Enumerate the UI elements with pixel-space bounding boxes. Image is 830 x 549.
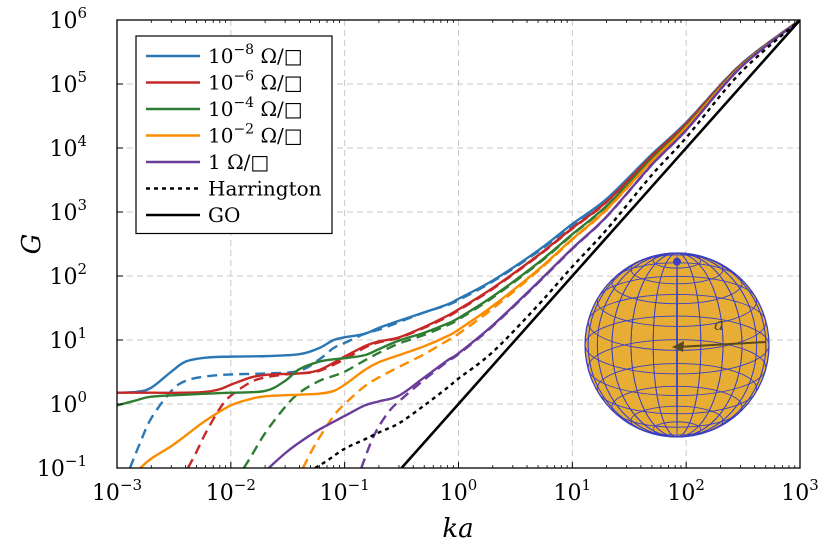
y-tick-label: 101 bbox=[49, 324, 87, 354]
ticks: 10−3 10−2 10−1 100 101 102 10310−1100101102103… bbox=[37, 4, 819, 506]
y-tick-label: 103 bbox=[49, 196, 87, 226]
legend-label: 10−2 Ω/□ bbox=[208, 122, 303, 148]
x-tick-base: 10 bbox=[320, 481, 348, 506]
x-tick-base: 10 bbox=[554, 481, 582, 506]
legend-label-exp: −6 bbox=[233, 69, 254, 85]
legend: 10−8 Ω/□10−6 Ω/□10−4 Ω/□10−2 Ω/□1 Ω/□Har… bbox=[135, 35, 333, 235]
arrow-head-icon bbox=[672, 341, 684, 352]
legend-label-exp: −4 bbox=[233, 95, 254, 111]
legend-label-base: GO bbox=[208, 203, 240, 227]
legend-label-base: 10 bbox=[208, 44, 233, 68]
y-tick-base: 10 bbox=[49, 9, 77, 34]
legend-label-base: 1 bbox=[208, 150, 221, 174]
legend-label-unit: Ω/□ bbox=[254, 44, 303, 68]
legend-label-base: 10 bbox=[208, 124, 233, 148]
legend-label-unit: Ω/□ bbox=[254, 124, 303, 148]
y-tick-exp: 4 bbox=[77, 132, 87, 150]
y-tick-base: 10 bbox=[49, 329, 77, 354]
legend-label: 10−8 Ω/□ bbox=[208, 42, 303, 68]
x-tick-base: 10 bbox=[92, 481, 120, 506]
y-axis-label: G bbox=[17, 234, 47, 255]
series-line-5 bbox=[242, 20, 800, 468]
x-tick-base: 10 bbox=[206, 481, 234, 506]
y-tick-exp: 2 bbox=[77, 260, 87, 278]
x-tick-label: 102 bbox=[667, 476, 705, 506]
y-tick-base: 10 bbox=[37, 457, 65, 482]
y-tick-exp: 5 bbox=[77, 68, 87, 86]
series-line-3 bbox=[186, 20, 800, 468]
sphere-parallel bbox=[596, 363, 758, 415]
y-tick-base: 10 bbox=[49, 73, 77, 98]
y-tick-exp: 6 bbox=[77, 4, 87, 22]
x-tick-exp: −3 bbox=[120, 476, 142, 494]
legend-label-base: 10 bbox=[208, 71, 233, 95]
series-line-7 bbox=[301, 20, 800, 468]
series-line-11 bbox=[400, 20, 800, 468]
x-tick-base: 10 bbox=[781, 481, 809, 506]
legend-label: 10−6 Ω/□ bbox=[208, 69, 303, 95]
x-tick-exp: 2 bbox=[695, 476, 705, 494]
series-lines bbox=[117, 20, 800, 468]
x-tick-exp: 0 bbox=[468, 476, 478, 494]
x-tick-exp: −2 bbox=[234, 476, 256, 494]
legend-label-unit: Ω/□ bbox=[254, 97, 303, 121]
y-tick-base: 10 bbox=[49, 393, 77, 418]
y-tick-label: 102 bbox=[49, 260, 87, 290]
x-tick-base: 10 bbox=[440, 481, 468, 506]
x-tick-label: 10−3 bbox=[92, 476, 142, 506]
legend-label: 10−4 Ω/□ bbox=[208, 95, 303, 121]
x-axis-label: ka bbox=[442, 514, 473, 544]
y-tick-label: 10−1 bbox=[37, 452, 87, 482]
sphere-pole bbox=[673, 257, 681, 266]
x-tick-label: 10−2 bbox=[206, 476, 256, 506]
series-line-4 bbox=[117, 20, 800, 407]
series-line-1 bbox=[128, 20, 800, 468]
x-tick-label: 10−1 bbox=[320, 476, 370, 506]
y-tick-exp: 1 bbox=[77, 324, 87, 342]
x-tick-exp: 3 bbox=[809, 476, 819, 494]
y-tick-exp: 3 bbox=[77, 196, 87, 214]
series-line-10 bbox=[314, 20, 800, 468]
sphere-parallel bbox=[611, 385, 743, 428]
legend-label: Harrington bbox=[208, 177, 322, 201]
sphere-radius-arrow bbox=[677, 341, 767, 348]
x-tick-label: 101 bbox=[554, 476, 592, 506]
legend-label-base: Harrington bbox=[208, 177, 322, 201]
y-tick-base: 10 bbox=[49, 201, 77, 226]
legend-label-exp: −2 bbox=[233, 122, 254, 138]
y-tick-label: 100 bbox=[49, 388, 87, 418]
y-tick-base: 10 bbox=[49, 137, 77, 162]
series-line-9 bbox=[360, 20, 800, 468]
y-tick-exp: 0 bbox=[77, 388, 87, 406]
x-tick-exp: −1 bbox=[348, 476, 370, 494]
x-tick-label: 103 bbox=[781, 476, 819, 506]
sphere-inset: a bbox=[584, 252, 770, 438]
y-tick-exp: −1 bbox=[65, 452, 87, 470]
x-tick-exp: 1 bbox=[582, 476, 592, 494]
y-tick-base: 10 bbox=[49, 265, 77, 290]
y-tick-label: 105 bbox=[49, 68, 87, 98]
legend-label-exp: −8 bbox=[233, 42, 254, 58]
x-tick-base: 10 bbox=[667, 481, 695, 506]
legend-label-unit: Ω/□ bbox=[254, 71, 303, 95]
legend-label-unit: Ω/□ bbox=[221, 150, 270, 174]
legend-label-base: 10 bbox=[208, 97, 233, 121]
y-tick-label: 104 bbox=[49, 132, 87, 162]
legend-label: GO bbox=[208, 203, 240, 227]
y-tick-label: 106 bbox=[49, 4, 87, 34]
sphere-radius-label: a bbox=[714, 315, 724, 335]
legend-label: 1 Ω/□ bbox=[208, 150, 269, 174]
x-tick-label: 100 bbox=[440, 476, 478, 506]
